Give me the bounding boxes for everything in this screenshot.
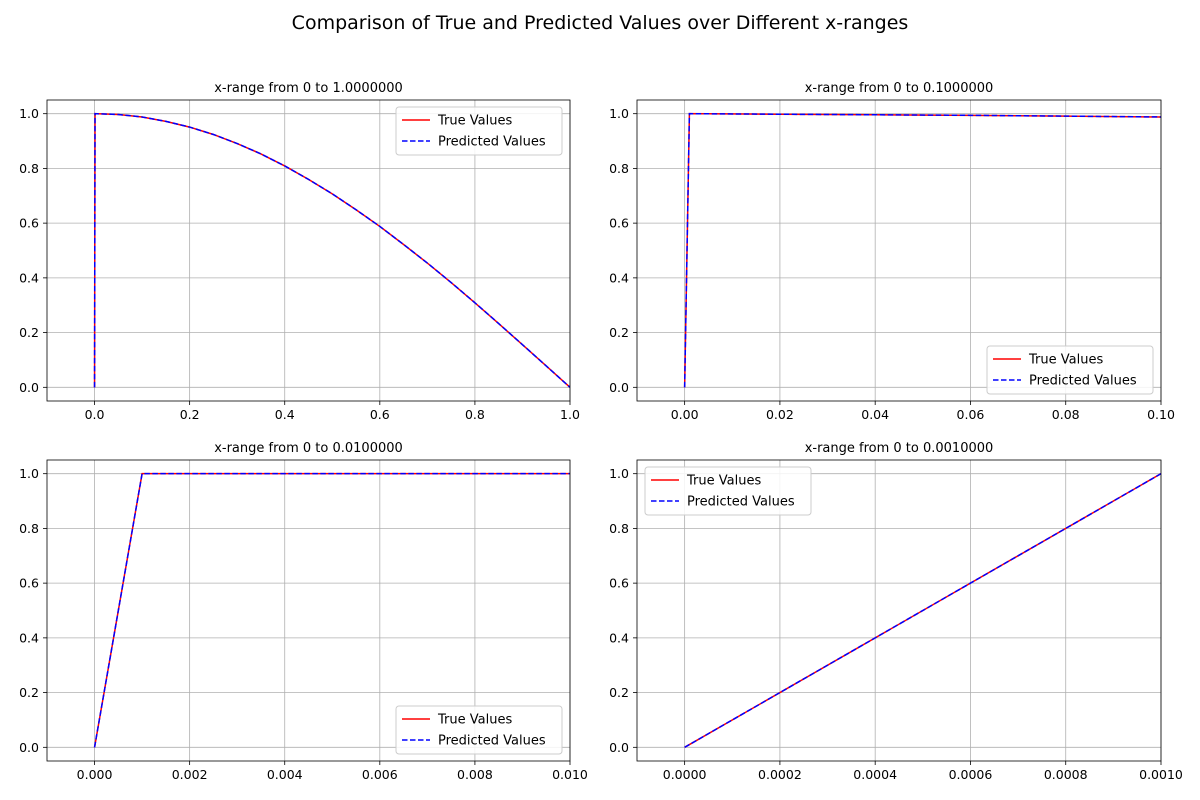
x-tick-label: 0.02 [766, 407, 794, 422]
legend-label: Predicted Values [687, 495, 795, 510]
axes-frame [46, 459, 571, 762]
legend: True Values Predicted Values [395, 705, 563, 755]
predicted-values-line [93, 112, 570, 388]
legend: True Values Predicted Values [395, 106, 563, 156]
y-tick-label: 0.8 [609, 161, 629, 176]
x-tick-label: 0.0006 [949, 767, 993, 782]
legend-label: True Values [437, 713, 512, 728]
x-tick-label: 0.0000 [663, 767, 707, 782]
x-tick-label: 0.0008 [1044, 767, 1088, 782]
x-tick-label: 0.0004 [853, 767, 897, 782]
x-tick-label: 0.006 [362, 767, 398, 782]
x-tick-label: 0.000 [77, 767, 113, 782]
x-tick-label: 0.008 [457, 767, 493, 782]
legend-label: Predicted Values [1029, 374, 1137, 389]
subplot-title: x-range from 0 to 0.1000000 [805, 81, 994, 96]
x-tick-label: 0.10 [1147, 407, 1175, 422]
subplot-title: x-range from 0 to 0.0100000 [214, 441, 403, 456]
axes-frame [46, 99, 571, 402]
x-tick-label: 0.4 [275, 407, 295, 422]
legend-label: Predicted Values [438, 135, 546, 150]
legend-box [395, 106, 563, 156]
y-tick-label: 0.2 [609, 685, 629, 700]
y-tick-label: 1.0 [609, 466, 629, 481]
legend-box [986, 345, 1154, 395]
x-tick-label: 0.00 [671, 407, 699, 422]
legend-label: Predicted Values [438, 734, 546, 749]
x-tick-label: 0.0010 [1139, 767, 1183, 782]
legend-label: True Values [437, 114, 512, 129]
legend-box [395, 705, 563, 755]
y-tick-label: 0.6 [609, 216, 629, 231]
x-tick-label: 0.0002 [758, 767, 802, 782]
y-tick-label: 0.0 [19, 740, 39, 755]
x-tick-label: 0.06 [957, 407, 985, 422]
predicted-values-line [683, 112, 1161, 388]
predicted-values-line [684, 473, 1161, 748]
y-tick-label: 0.6 [19, 576, 39, 591]
subplot-4: 0.0000 0.0002 0.0004 0.0006 0.0008 0.0010 0.0 0… [609, 441, 1183, 782]
y-tick-label: 0.0 [609, 380, 629, 395]
legend-label: True Values [1028, 353, 1103, 368]
x-tick-label: 0.0 [85, 407, 105, 422]
legend: True Values Predicted Values [986, 345, 1154, 395]
legend-label: True Values [686, 474, 761, 489]
subplot-3: 0.000 0.002 0.004 0.006 0.008 0.010 0.0 0.2 0.4 0… [19, 441, 588, 782]
y-tick-label: 1.0 [609, 106, 629, 121]
y-tick-label: 0.4 [609, 630, 629, 645]
axes-frame [636, 99, 1162, 402]
legend-box [644, 466, 812, 516]
y-tick-label: 0.6 [609, 576, 629, 591]
axes-frame [636, 459, 1162, 762]
x-tick-label: 0.010 [552, 767, 588, 782]
x-tick-label: 0.6 [370, 407, 390, 422]
legend: True Values Predicted Values [644, 466, 812, 516]
subplot-title: x-range from 0 to 1.0000000 [214, 81, 403, 96]
y-tick-label: 0.4 [19, 270, 39, 285]
y-tick-label: 0.0 [19, 380, 39, 395]
y-tick-label: 0.8 [609, 521, 629, 536]
subplot-title: x-range from 0 to 0.0010000 [805, 441, 994, 456]
y-tick-label: 0.4 [609, 270, 629, 285]
figure-title: Comparison of True and Predicted Values … [291, 12, 909, 34]
y-tick-label: 1.0 [19, 106, 39, 121]
x-tick-label: 0.004 [267, 767, 303, 782]
subplot-1: 0.0 0.2 0.4 0.6 0.8 1.0 0.0 0.2 0.4 0.6 0.8 1.0 x-ra… [19, 81, 580, 422]
x-tick-label: 0.04 [861, 407, 889, 422]
subplot-2: 0.00 0.02 0.04 0.06 0.08 0.10 0.0 0.2 0.4 0.6 0.8 1… [609, 81, 1175, 422]
predicted-values-line [93, 472, 570, 748]
x-tick-label: 1.0 [560, 407, 580, 422]
y-tick-label: 0.6 [19, 216, 39, 231]
x-tick-label: 0.002 [172, 767, 208, 782]
y-tick-label: 0.8 [19, 161, 39, 176]
y-tick-label: 0.2 [19, 325, 39, 340]
y-tick-label: 0.4 [19, 630, 39, 645]
y-tick-label: 0.0 [609, 740, 629, 755]
x-tick-label: 0.08 [1052, 407, 1080, 422]
x-tick-label: 0.2 [180, 407, 200, 422]
x-tick-label: 0.8 [465, 407, 485, 422]
y-tick-label: 0.8 [19, 521, 39, 536]
y-tick-label: 0.2 [609, 325, 629, 340]
y-tick-label: 0.2 [19, 685, 39, 700]
y-tick-label: 1.0 [19, 466, 39, 481]
